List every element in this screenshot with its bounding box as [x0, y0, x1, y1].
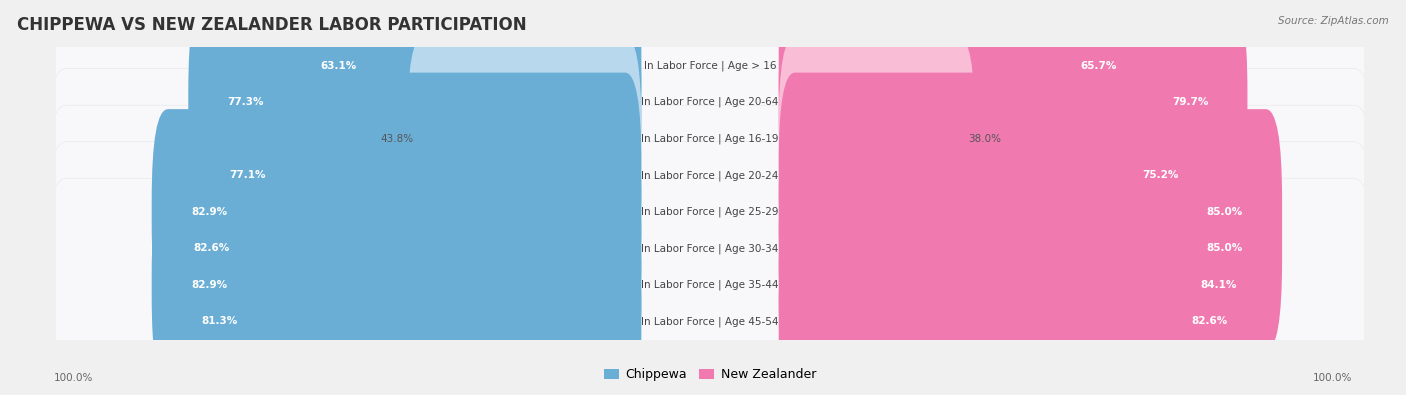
Text: 100.0%: 100.0% [1313, 373, 1353, 383]
FancyBboxPatch shape [779, 73, 1218, 278]
FancyBboxPatch shape [44, 0, 1376, 281]
FancyBboxPatch shape [408, 36, 641, 241]
Text: 82.6%: 82.6% [193, 243, 229, 253]
FancyBboxPatch shape [44, 177, 1376, 395]
FancyBboxPatch shape [44, 178, 1376, 395]
FancyBboxPatch shape [281, 0, 641, 168]
Text: 43.8%: 43.8% [381, 134, 413, 144]
FancyBboxPatch shape [44, 0, 1376, 282]
FancyBboxPatch shape [779, 0, 1156, 168]
FancyBboxPatch shape [44, 0, 1376, 209]
FancyBboxPatch shape [44, 68, 1376, 354]
Text: 85.0%: 85.0% [1206, 243, 1243, 253]
FancyBboxPatch shape [44, 0, 1376, 245]
Legend: Chippewa, New Zealander: Chippewa, New Zealander [599, 363, 821, 386]
FancyBboxPatch shape [779, 146, 1282, 351]
FancyBboxPatch shape [188, 0, 641, 205]
Text: 63.1%: 63.1% [321, 61, 357, 71]
FancyBboxPatch shape [44, 104, 1376, 391]
FancyBboxPatch shape [779, 109, 1282, 314]
Text: 65.7%: 65.7% [1080, 61, 1116, 71]
Text: 100.0%: 100.0% [53, 373, 93, 383]
Text: In Labor Force | Age 45-54: In Labor Force | Age 45-54 [641, 316, 779, 327]
FancyBboxPatch shape [779, 0, 1247, 205]
FancyBboxPatch shape [44, 32, 1376, 318]
FancyBboxPatch shape [779, 219, 1267, 395]
Text: 75.2%: 75.2% [1143, 170, 1178, 180]
FancyBboxPatch shape [44, 69, 1376, 355]
Text: Source: ZipAtlas.com: Source: ZipAtlas.com [1278, 16, 1389, 26]
FancyBboxPatch shape [162, 219, 641, 395]
Text: 79.7%: 79.7% [1171, 97, 1208, 107]
Text: CHIPPEWA VS NEW ZEALANDER LABOR PARTICIPATION: CHIPPEWA VS NEW ZEALANDER LABOR PARTICIP… [17, 16, 526, 34]
FancyBboxPatch shape [153, 146, 641, 351]
Text: 82.9%: 82.9% [191, 207, 226, 217]
FancyBboxPatch shape [779, 182, 1277, 387]
FancyBboxPatch shape [44, 142, 1376, 395]
Text: In Labor Force | Age 25-29: In Labor Force | Age 25-29 [641, 207, 779, 217]
FancyBboxPatch shape [779, 36, 974, 241]
Text: In Labor Force | Age 20-64: In Labor Force | Age 20-64 [641, 97, 779, 107]
Text: 85.0%: 85.0% [1206, 207, 1243, 217]
FancyBboxPatch shape [44, 0, 1376, 245]
Text: In Labor Force | Age 35-44: In Labor Force | Age 35-44 [641, 280, 779, 290]
Text: In Labor Force | Age > 16: In Labor Force | Age > 16 [644, 60, 776, 71]
Text: 38.0%: 38.0% [969, 134, 1001, 144]
FancyBboxPatch shape [44, 105, 1376, 391]
Text: In Labor Force | Age 20-24: In Labor Force | Age 20-24 [641, 170, 779, 181]
FancyBboxPatch shape [44, 141, 1376, 395]
Text: 82.6%: 82.6% [1191, 316, 1227, 326]
Text: In Labor Force | Age 16-19: In Labor Force | Age 16-19 [641, 134, 779, 144]
Text: 82.9%: 82.9% [191, 280, 226, 290]
FancyBboxPatch shape [190, 73, 641, 278]
FancyBboxPatch shape [152, 182, 641, 387]
FancyBboxPatch shape [44, 0, 1376, 208]
Text: 84.1%: 84.1% [1201, 280, 1237, 290]
Text: 77.1%: 77.1% [229, 170, 266, 180]
Text: In Labor Force | Age 30-34: In Labor Force | Age 30-34 [641, 243, 779, 254]
Text: 81.3%: 81.3% [201, 316, 238, 326]
FancyBboxPatch shape [152, 109, 641, 314]
Text: 77.3%: 77.3% [228, 97, 264, 107]
FancyBboxPatch shape [44, 31, 1376, 318]
